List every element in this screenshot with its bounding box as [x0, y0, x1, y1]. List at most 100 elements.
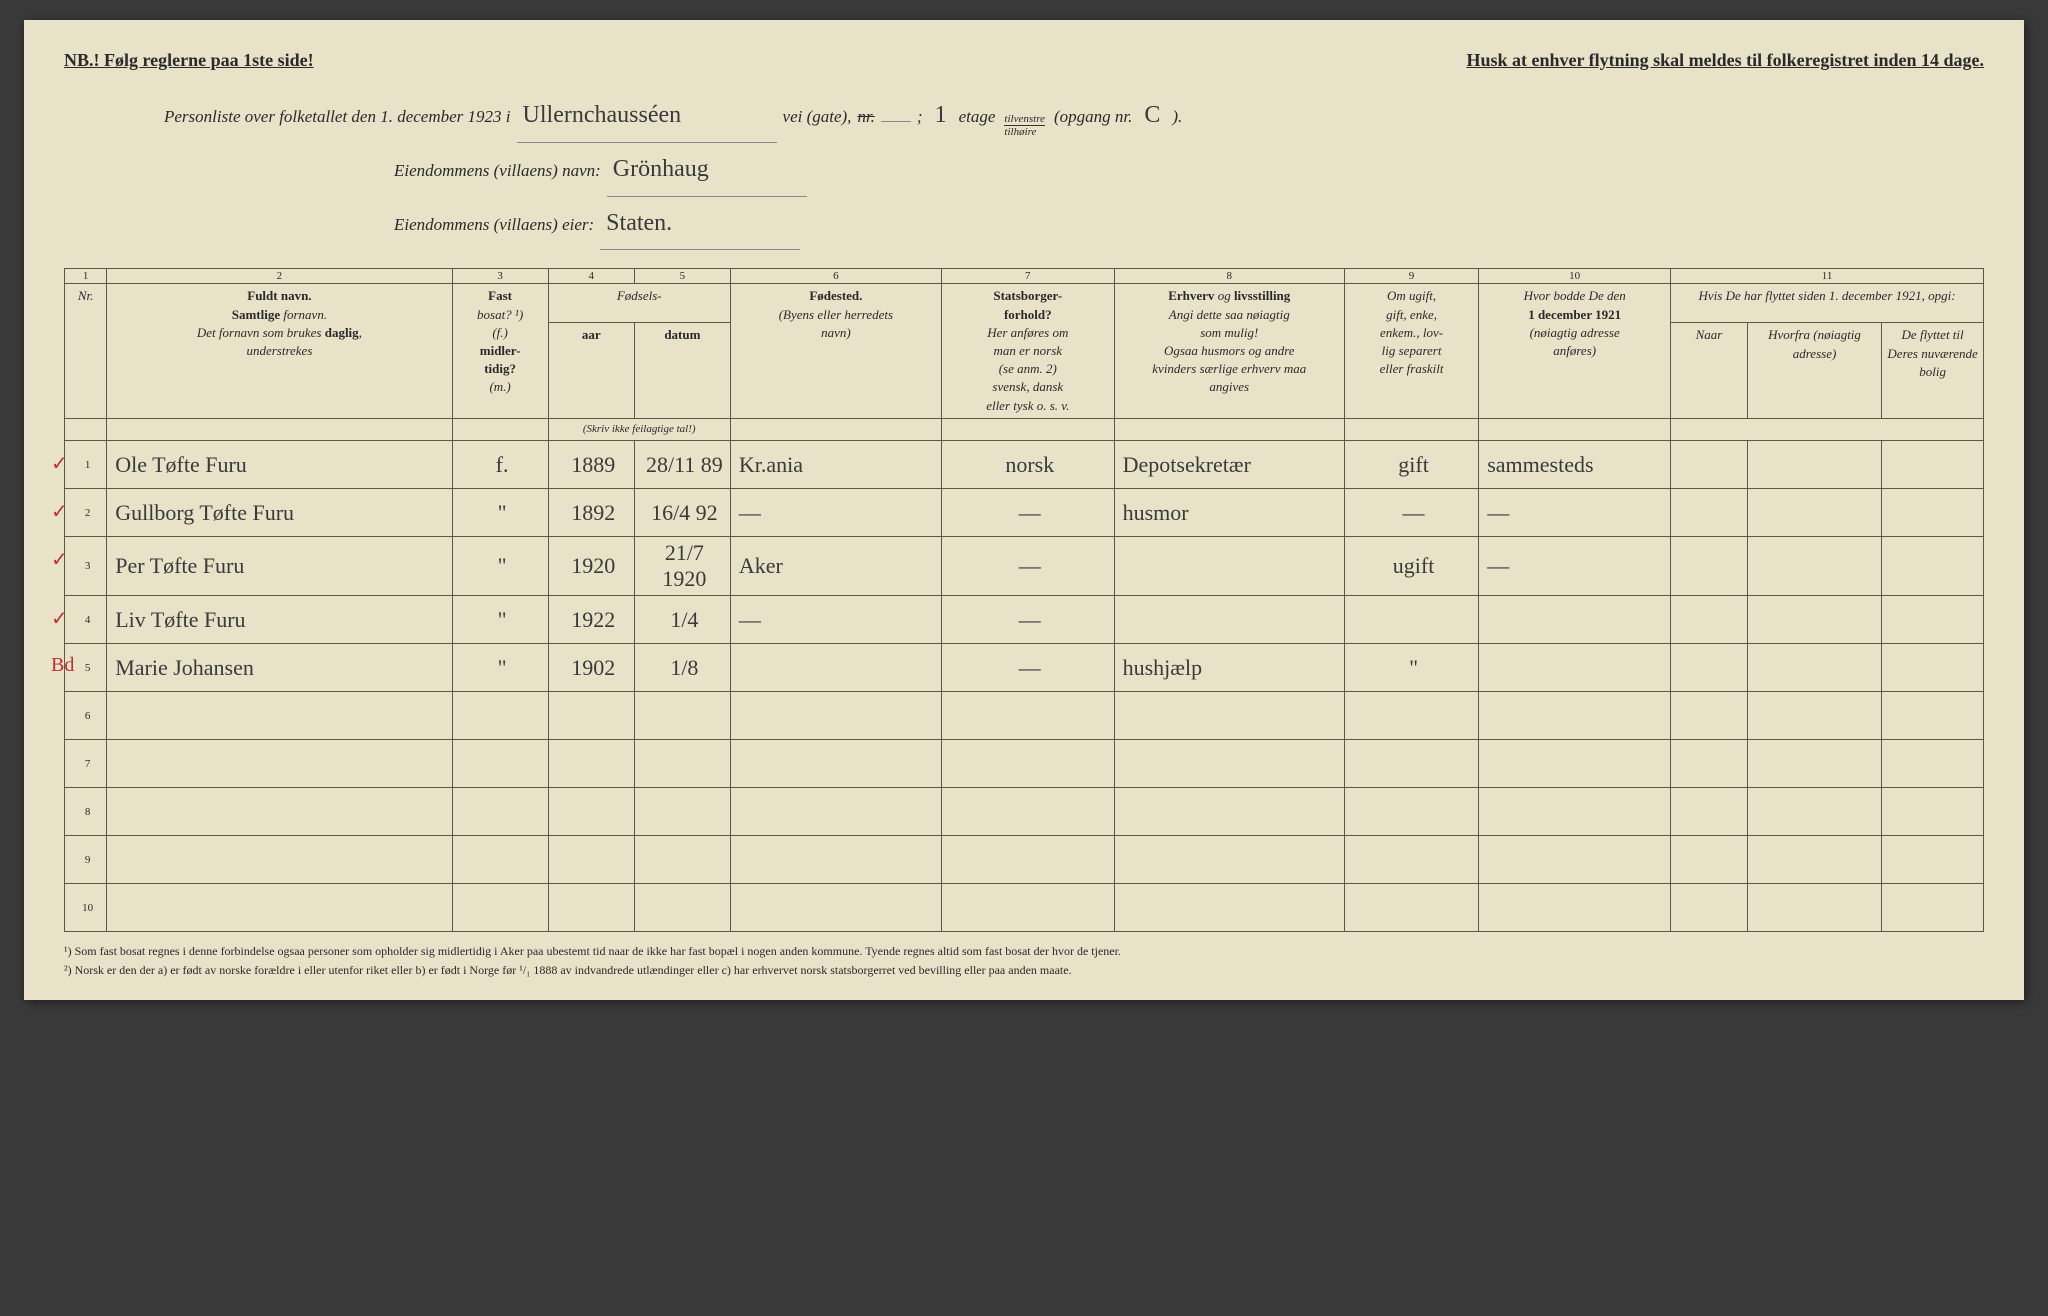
cell-giv: ugift — [1344, 537, 1478, 596]
cell-stat: — — [941, 596, 1114, 644]
col-fodsels: Fødsels- — [548, 284, 730, 323]
side-fraction: tilvenstre tilhøire — [1004, 113, 1045, 138]
cell-bod: — — [1479, 537, 1671, 596]
cell-hvorfra — [1747, 740, 1881, 788]
cell-name: Gullborg Tøfte Furu — [107, 489, 452, 537]
cell-giv — [1344, 596, 1478, 644]
nr-label: nr. — [857, 98, 874, 135]
hdr-l1b: vei (gate), — [783, 98, 852, 135]
cell-erh — [1114, 884, 1344, 932]
cell-aar — [548, 884, 634, 932]
cell-naar — [1671, 489, 1748, 537]
table-row: ✓2Gullborg Tøfte Furu"189216/4 92——husmo… — [65, 489, 1984, 537]
cell-stat — [941, 884, 1114, 932]
cell-fm: " — [452, 644, 548, 692]
footnote-2: ²) Norsk er den der a) er født av norske… — [64, 961, 1984, 980]
cell-sted — [730, 884, 941, 932]
cell-nr: ✓3 — [65, 537, 107, 596]
cell-bod: sammesteds — [1479, 441, 1671, 489]
cell-hvorfra — [1747, 884, 1881, 932]
cell-naar — [1671, 788, 1748, 836]
cell-aar: 1902 — [548, 644, 634, 692]
cell-aar: 1922 — [548, 596, 634, 644]
table-row: 7 — [65, 740, 1984, 788]
street-value: Ullernchausséen — [517, 89, 777, 143]
cell-hvorfra — [1747, 596, 1881, 644]
cell-fm: " — [452, 537, 548, 596]
cell-fm: " — [452, 489, 548, 537]
cell-naar — [1671, 884, 1748, 932]
column-number-row: 1 2 3 4 5 6 7 8 9 10 11 — [65, 269, 1984, 284]
cell-deflyt — [1882, 788, 1984, 836]
cell-name: Liv Tøfte Furu — [107, 596, 452, 644]
cell-sted — [730, 836, 941, 884]
cell-hvorfra — [1747, 836, 1881, 884]
cell-bod — [1479, 836, 1671, 884]
col-naar: Naar — [1671, 323, 1748, 418]
hdr-l3a: Eiendommens (villaens) eier: — [394, 206, 594, 243]
etage-label: etage — [959, 98, 996, 135]
cell-fm: " — [452, 596, 548, 644]
col-flyttet: Hvis De har flyttet siden 1. december 19… — [1671, 284, 1984, 323]
cell-dat — [634, 692, 730, 740]
cell-giv — [1344, 740, 1478, 788]
cell-aar — [548, 692, 634, 740]
cell-erh: Depotsekretær — [1114, 441, 1344, 489]
cell-nr: 10 — [65, 884, 107, 932]
cell-hvorfra — [1747, 692, 1881, 740]
cell-dat: 21/7 1920 — [634, 537, 730, 596]
etage-value: 1 — [929, 89, 953, 142]
cell-aar: 1920 — [548, 537, 634, 596]
col-sivilstand: Om ugift,gift, enke,enkem., lov-lig sepa… — [1344, 284, 1478, 418]
cell-dat — [634, 884, 730, 932]
cell-name — [107, 836, 452, 884]
header-row-1: Nr. Fuldt navn.Samtlige fornavn.Det forn… — [65, 284, 1984, 323]
opgang-value: C — [1138, 89, 1166, 142]
cell-giv: " — [1344, 644, 1478, 692]
cell-stat — [941, 740, 1114, 788]
cell-deflyt — [1882, 692, 1984, 740]
cell-dat — [634, 836, 730, 884]
hdr-l1a: Personliste over folketallet den 1. dece… — [164, 98, 511, 135]
cell-deflyt — [1882, 836, 1984, 884]
cell-bod — [1479, 884, 1671, 932]
cell-fm — [452, 788, 548, 836]
cell-deflyt — [1882, 489, 1984, 537]
table-row: 10 — [65, 884, 1984, 932]
nb-left: NB.! Følg reglerne paa 1ste side! — [64, 50, 314, 71]
opgang-label: (opgang nr. — [1054, 98, 1132, 135]
cell-hvorfra — [1747, 644, 1881, 692]
cell-fm — [452, 836, 548, 884]
cell-name — [107, 740, 452, 788]
cell-giv — [1344, 788, 1478, 836]
cell-aar: 1889 — [548, 441, 634, 489]
col-fodested: Fødested.(Byens eller herredetsnavn) — [730, 284, 941, 418]
cell-dat — [634, 788, 730, 836]
cell-bod — [1479, 644, 1671, 692]
cell-erh — [1114, 740, 1344, 788]
cell-naar — [1671, 644, 1748, 692]
owner-name: Staten. — [600, 197, 800, 251]
hdr-l2a: Eiendommens (villaens) navn: — [394, 152, 601, 189]
table-row: ✓4Liv Tøfte Furu"19221/4—— — [65, 596, 1984, 644]
cell-bod — [1479, 740, 1671, 788]
cell-stat — [941, 836, 1114, 884]
cell-nr: 6 — [65, 692, 107, 740]
cell-deflyt — [1882, 884, 1984, 932]
table-body: ✓1Ole Tøfte Furuf.188928/11 89Kr.anianor… — [65, 441, 1984, 932]
table-row: Bd5Marie Johansen"19021/8—hushjælp" — [65, 644, 1984, 692]
cell-hvorfra — [1747, 441, 1881, 489]
table-row: 6 — [65, 692, 1984, 740]
cell-sted — [730, 740, 941, 788]
col-deflyt: De flyttet til Deres nuværende bolig — [1882, 323, 1984, 418]
cell-deflyt — [1882, 596, 1984, 644]
cell-stat: — — [941, 537, 1114, 596]
cell-bod — [1479, 788, 1671, 836]
col-hvorfra: Hvorfra (nøiagtig adresse) — [1747, 323, 1881, 418]
table-row: ✓1Ole Tøfte Furuf.188928/11 89Kr.anianor… — [65, 441, 1984, 489]
cell-sted — [730, 788, 941, 836]
col-name: Fuldt navn.Samtlige fornavn.Det fornavn … — [107, 284, 452, 418]
cell-dat: 16/4 92 — [634, 489, 730, 537]
cell-sted: Aker — [730, 537, 941, 596]
cell-dat: 1/8 — [634, 644, 730, 692]
